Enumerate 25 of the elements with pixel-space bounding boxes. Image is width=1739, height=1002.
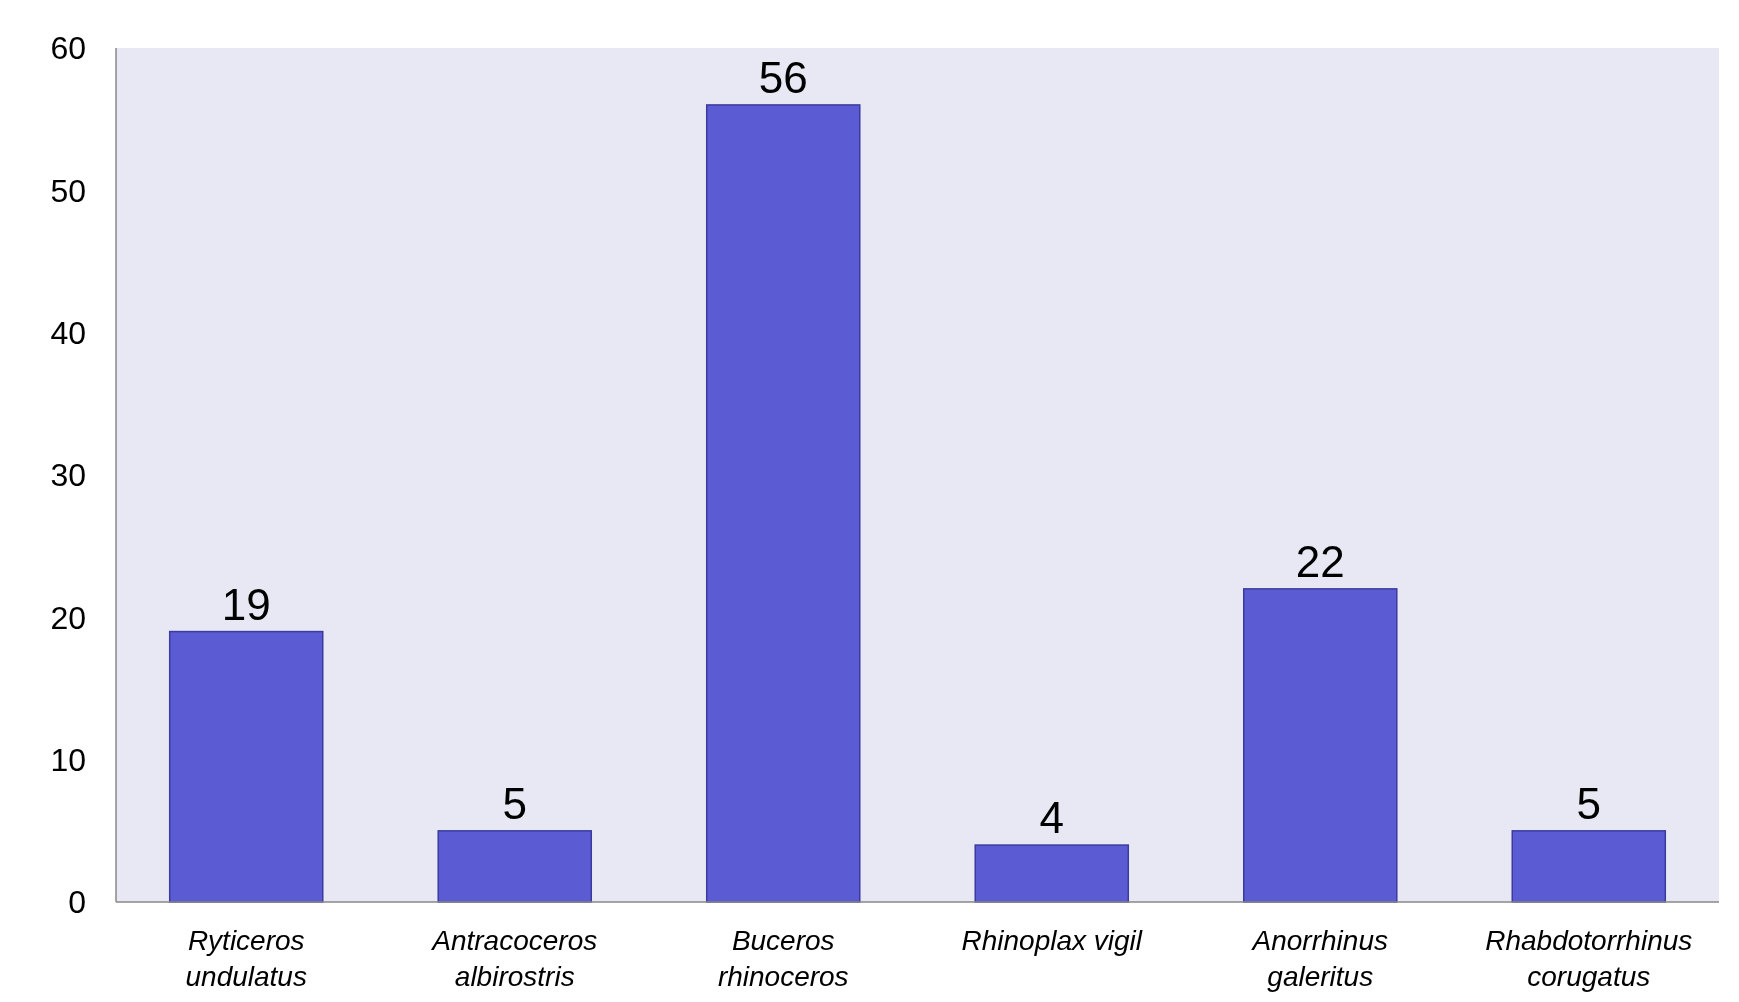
y-tick-label: 40 [50,314,86,351]
y-tick-label: 60 [50,30,86,67]
data-label: 19 [221,579,271,629]
x-tick-label: Rhinoplax vigil [961,925,1143,956]
bar [437,830,593,903]
x-tick-label: Rhabdotorrhinus corugatus [1485,925,1693,992]
data-label: 22 [1295,536,1345,586]
y-tick-label: 30 [50,457,86,494]
data-label: 5 [502,778,527,828]
bar [974,844,1130,903]
data-label: 4 [1039,793,1064,843]
bar [168,630,324,903]
data-label: 56 [758,52,808,102]
y-tick-label: 0 [68,884,86,921]
bar [1242,588,1398,903]
y-tick-label: 10 [50,741,86,778]
y-tick-label: 20 [50,599,86,636]
bar [1511,830,1667,903]
x-tick-label: Antracoceros albirostris [430,925,598,992]
x-tick-label: Anorrhinus galeritus [1250,925,1388,992]
x-tick-label: Buceros rhinoceros [717,925,849,992]
bar [705,104,861,903]
y-tick-label: 50 [50,172,86,209]
data-label: 5 [1576,778,1602,828]
x-tick-label: Ryticeros undulatus [185,925,307,992]
